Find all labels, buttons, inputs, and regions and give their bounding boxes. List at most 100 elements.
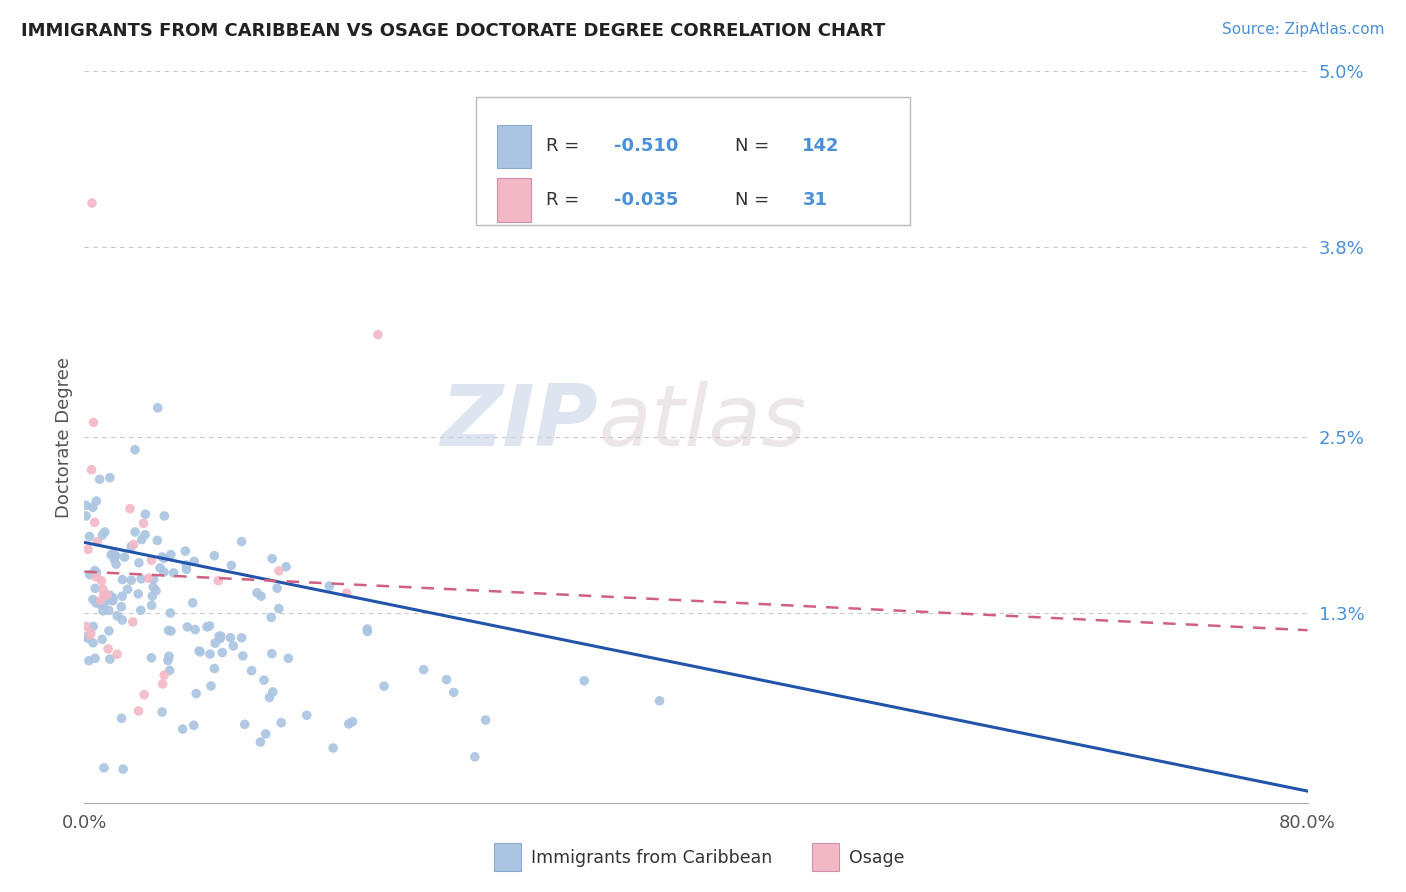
Point (104, 549, 127, 564)
Point (233, 717, 256, 731)
Point (75, 499, 97, 513)
Point (222, 639, 245, 653)
Point (105, 647, 128, 661)
Point (240, 664, 263, 678)
Point (75, 630, 97, 644)
Text: Immigrants from Caribbean: Immigrants from Caribbean (531, 848, 772, 867)
Point (276, 559, 298, 574)
Point (127, 587, 149, 601)
Point (322, 741, 344, 756)
Point (270, 715, 292, 730)
Point (260, 647, 283, 661)
Point (142, 580, 165, 594)
Point (342, 714, 364, 729)
Point (94, 524, 117, 539)
Point (150, 549, 173, 564)
Point (174, 544, 197, 558)
Point (117, 582, 139, 597)
Point (277, 651, 299, 665)
Point (162, 566, 184, 580)
Point (262, 551, 284, 566)
Point (188, 645, 211, 659)
Point (153, 551, 176, 566)
Point (105, 558, 128, 572)
Point (98, 652, 121, 666)
Point (436, 673, 458, 687)
Point (356, 624, 378, 639)
Point (318, 579, 340, 593)
Point (138, 571, 160, 585)
Point (91, 604, 114, 618)
Point (262, 685, 284, 699)
Point (111, 613, 134, 627)
Text: 142: 142 (803, 137, 839, 155)
Point (101, 591, 124, 605)
Point (83, 564, 105, 578)
Point (207, 574, 229, 588)
Text: Osage: Osage (849, 848, 904, 867)
Text: atlas: atlas (598, 381, 806, 464)
Point (464, 749, 486, 764)
Point (172, 722, 194, 736)
Text: N =: N = (735, 137, 775, 155)
Point (153, 565, 176, 579)
Point (134, 688, 156, 702)
Point (131, 533, 153, 547)
Point (141, 589, 163, 603)
Point (156, 653, 179, 667)
Bar (496, 125, 531, 169)
Point (648, 694, 671, 708)
Point (260, 610, 283, 624)
Point (198, 647, 221, 661)
Point (128, 556, 150, 570)
Point (93, 761, 115, 775)
Point (336, 586, 359, 600)
Point (266, 581, 288, 595)
Point (93, 588, 115, 602)
Point (254, 727, 277, 741)
Point (146, 401, 169, 415)
Point (150, 705, 173, 719)
Point (132, 516, 155, 531)
Point (120, 540, 142, 554)
Point (208, 632, 231, 646)
Point (77, 654, 100, 668)
Point (124, 524, 146, 539)
Point (128, 704, 150, 718)
Point (141, 650, 163, 665)
Point (90, 593, 112, 607)
Point (84, 651, 107, 665)
Point (80, 625, 103, 640)
Point (250, 589, 273, 603)
Text: -0.510: -0.510 (614, 137, 678, 155)
Point (160, 624, 183, 638)
Point (208, 629, 231, 643)
Point (152, 677, 174, 691)
Text: 31: 31 (803, 191, 827, 209)
Point (84, 494, 107, 508)
Point (83, 416, 105, 430)
Point (75, 619, 97, 633)
Point (231, 631, 253, 645)
Text: N =: N = (735, 191, 775, 209)
Point (103, 552, 125, 566)
Point (337, 717, 360, 731)
Point (90, 598, 112, 612)
Text: ZIP: ZIP (440, 381, 598, 464)
Point (176, 620, 198, 634)
Point (153, 668, 176, 682)
Point (174, 558, 197, 572)
Point (96, 588, 118, 602)
Point (118, 501, 141, 516)
Point (110, 599, 132, 614)
Point (100, 548, 122, 562)
Point (204, 661, 226, 675)
Point (75, 508, 97, 523)
Point (80, 463, 103, 477)
Point (246, 585, 269, 599)
Point (98, 588, 121, 602)
Point (253, 673, 276, 687)
Point (160, 548, 183, 562)
Bar (813, 843, 839, 871)
Point (141, 599, 163, 613)
